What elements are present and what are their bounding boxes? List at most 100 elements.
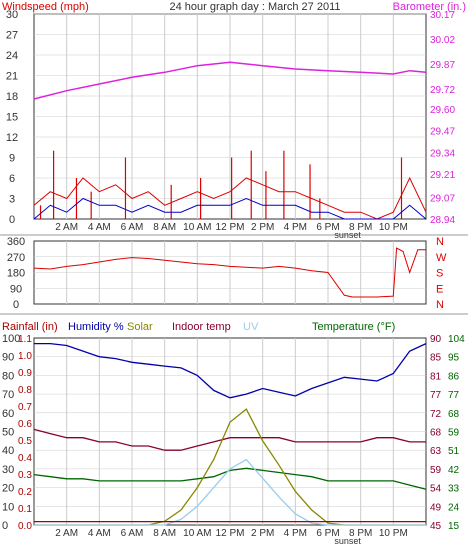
temperature-tick-label: 95: [448, 353, 460, 364]
temperature-tick-label: 104: [448, 334, 465, 345]
temperature-tick-label: 33: [448, 484, 460, 495]
wind-tick-label: 0: [9, 214, 15, 226]
compass-tick-label: W: [436, 252, 447, 264]
indoor-tick-label: 90: [430, 334, 442, 345]
indoor-tick-label: 54: [430, 484, 442, 495]
indoor-tick-label: 85: [430, 353, 442, 364]
temperature-tick-label: 68: [448, 409, 460, 420]
direction-tick-label: 0: [13, 299, 19, 311]
time-tick-label: 2 PM: [251, 528, 274, 539]
time-tick-label: 12 PM: [216, 222, 245, 233]
indoor-tick-label: 77: [430, 390, 442, 401]
rain-tick-label: 0.8: [18, 385, 32, 396]
humidity-tick-label: 40: [2, 445, 14, 457]
temperature-tick-label: 42: [448, 465, 460, 476]
temperature-tick-label: 59: [448, 428, 460, 439]
indoor-tick-label: 45: [430, 521, 442, 532]
compass-tick-label: N: [436, 236, 444, 248]
wind-direction-line: [33, 247, 426, 298]
compass-tick-label: N: [436, 299, 444, 311]
time-tick-label: 2 AM: [55, 528, 78, 539]
humidity-tick-label: 0: [2, 520, 8, 532]
rain-tick-label: 0.7: [18, 402, 32, 413]
time-tick-label: 12 PM: [216, 528, 245, 539]
solar-label: Solar: [127, 321, 153, 333]
windspeed-line: [33, 176, 427, 220]
tick-layer: 2 AM 4 AM 6 AM 8 AM 10 AM 12 PM 2 PM 4 PM 6 PM 8 …: [2, 9, 465, 546]
wind-tick-label: 21: [6, 71, 18, 83]
time-tick-label: 4 AM: [88, 222, 111, 233]
barometer-tick-label: 28.94: [430, 215, 455, 226]
barometer-tick-label: 29.60: [430, 105, 455, 116]
direction-tick-label: 180: [7, 268, 25, 280]
barometer-tick-label: 29.07: [430, 193, 455, 204]
wind-tick-label: 12: [6, 132, 18, 144]
barometer-line: [33, 61, 427, 100]
barometer-tick-label: 29.72: [430, 85, 455, 96]
barometer-tick-label: 29.21: [430, 170, 455, 181]
time-tick-label: 2 AM: [55, 222, 78, 233]
wind-tick-label: 30: [6, 9, 18, 21]
time-tick-label: 10 AM: [183, 222, 211, 233]
time-tick-label: 8 PM: [349, 528, 372, 539]
direction-tick-label: 270: [7, 252, 25, 264]
time-tick-label: 8 AM: [153, 528, 176, 539]
barometer-tick-label: 30.02: [430, 35, 455, 46]
time-tick-label: 6 AM: [121, 528, 144, 539]
wind-axis-title: Windspeed (mph): [2, 1, 89, 13]
rain-tick-label: 0.5: [18, 436, 32, 447]
direction-tick-label: 360: [7, 236, 25, 248]
rain-tick-label: 0.6: [18, 419, 32, 430]
wind-tick-label: 27: [6, 30, 18, 42]
rain-tick-label: 0.1: [18, 504, 32, 515]
barometer-tick-label: 29.87: [430, 60, 455, 71]
indoor-tick-label: 59: [430, 465, 442, 476]
indoor-tick-label: 81: [430, 371, 442, 382]
time-tick-label: 10 AM: [183, 528, 211, 539]
indoor-tick-label: 63: [430, 446, 442, 457]
humidity-tick-label: 100: [2, 333, 20, 345]
rain-tick-label: 1.0: [18, 351, 32, 362]
barometer-tick-label: 30.17: [430, 10, 455, 21]
time-tick-label: 10 PM: [379, 528, 408, 539]
humidity-label: Humidity %: [68, 321, 124, 333]
time-tick-label: 6 PM: [316, 222, 339, 233]
time-tick-label: 4 AM: [88, 528, 111, 539]
temperature-line: [33, 467, 427, 490]
wind-tick-label: 15: [6, 112, 18, 124]
humidity-tick-label: 60: [2, 408, 14, 420]
humidity-tick-label: 20: [2, 483, 14, 495]
wind-tick-label: 3: [9, 194, 15, 206]
rain-tick-label: 0.0: [18, 521, 32, 532]
chart-title: 24 hour graph day : March 27 2011: [169, 1, 340, 13]
humidity-tick-label: 50: [2, 427, 14, 439]
time-tick-label: 6 PM: [316, 528, 339, 539]
humidity-tick-label: 30: [2, 464, 14, 476]
humidity-tick-label: 70: [2, 389, 14, 401]
grid-layer: [34, 13, 426, 525]
avg-wind-line: [33, 197, 427, 220]
sunset-marker-label: sunset: [334, 230, 361, 240]
sunset-marker-label: sunset: [334, 536, 361, 546]
time-tick-label: 8 AM: [153, 222, 176, 233]
indoor-tick-label: 72: [430, 409, 442, 420]
direction-tick-label: 90: [10, 283, 22, 295]
indoor-tick-label: 49: [430, 502, 442, 513]
uv-line: [34, 458, 426, 526]
rain-tick-label: 0.2: [18, 487, 32, 498]
temperature-tick-label: 77: [448, 390, 460, 401]
temperature-label: Temperature (°F): [312, 321, 395, 333]
barometer-tick-label: 29.34: [430, 148, 455, 159]
temperature-tick-label: 15: [448, 521, 460, 532]
series-layer: [33, 61, 427, 526]
wind-tick-label: 24: [6, 50, 18, 62]
temperature-tick-label: 51: [448, 446, 460, 457]
time-tick-label: 10 PM: [379, 222, 408, 233]
time-tick-label: 4 PM: [284, 222, 307, 233]
wind-tick-label: 18: [6, 91, 18, 103]
rain-tick-label: 0.4: [18, 453, 32, 464]
compass-tick-label: S: [436, 268, 443, 280]
rain-tick-label: 1.1: [18, 334, 32, 345]
